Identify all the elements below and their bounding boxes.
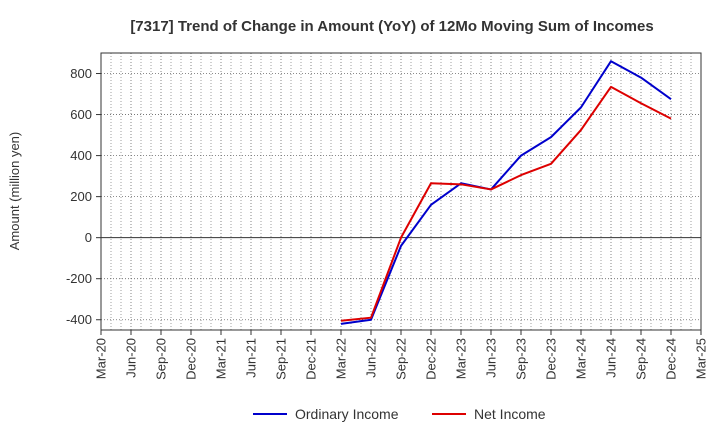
x-tick-label: Sep-24 <box>634 338 649 380</box>
x-tick-label: Sep-20 <box>154 338 169 380</box>
x-tick-label: Dec-21 <box>304 338 319 380</box>
y-tick-label: 800 <box>70 66 92 81</box>
x-tick-label: Jun-22 <box>364 338 379 378</box>
x-tick-label: Sep-22 <box>394 338 409 380</box>
y-tick-label: -400 <box>66 312 92 327</box>
y-axis-label: Amount (million yen) <box>7 132 22 251</box>
grid <box>100 53 702 330</box>
legend-item: Net Income <box>432 406 546 422</box>
legend: Ordinary Income Net Income <box>253 406 546 422</box>
legend-item: Ordinary Income <box>253 406 399 422</box>
x-tick-label: Jun-20 <box>124 338 139 378</box>
y-tick-label: -200 <box>66 271 92 286</box>
x-tick-label: Jun-24 <box>604 338 619 378</box>
x-tick-label: Mar-22 <box>334 338 349 379</box>
x-tick-label: Dec-24 <box>664 338 679 380</box>
x-tick-label: Mar-23 <box>454 338 469 379</box>
y-tick-label: 400 <box>70 148 92 163</box>
y-tick-label: 200 <box>70 189 92 204</box>
x-tick-label: Mar-24 <box>574 338 589 379</box>
axes: -400 -200 0 200 400 600 800 Mar-20 Jun-20 Sep-20 D… <box>66 52 709 380</box>
x-tick-label: Dec-22 <box>424 338 439 380</box>
x-tick-label: Jun-23 <box>484 338 499 378</box>
series-line-ordinary-income <box>340 60 672 325</box>
y-tick-label: 0 <box>85 230 92 245</box>
x-tick-label: Dec-23 <box>544 338 559 380</box>
x-tick-label: Sep-21 <box>274 338 289 380</box>
legend-label: Ordinary Income <box>295 406 399 422</box>
x-tick-label: Jun-21 <box>244 338 259 378</box>
legend-label: Net Income <box>474 406 546 422</box>
x-tick-label: Dec-20 <box>184 338 199 380</box>
series-line-net-income <box>340 85 672 322</box>
x-tick-label: Mar-25 <box>694 338 709 379</box>
chart-title: [7317] Trend of Change in Amount (YoY) o… <box>130 18 653 35</box>
series-lines <box>340 60 672 325</box>
x-tick-label: Mar-21 <box>214 338 229 379</box>
y-tick-label: 600 <box>70 107 92 122</box>
x-tick-label: Mar-20 <box>94 338 109 379</box>
x-tick-label: Sep-23 <box>514 338 529 380</box>
